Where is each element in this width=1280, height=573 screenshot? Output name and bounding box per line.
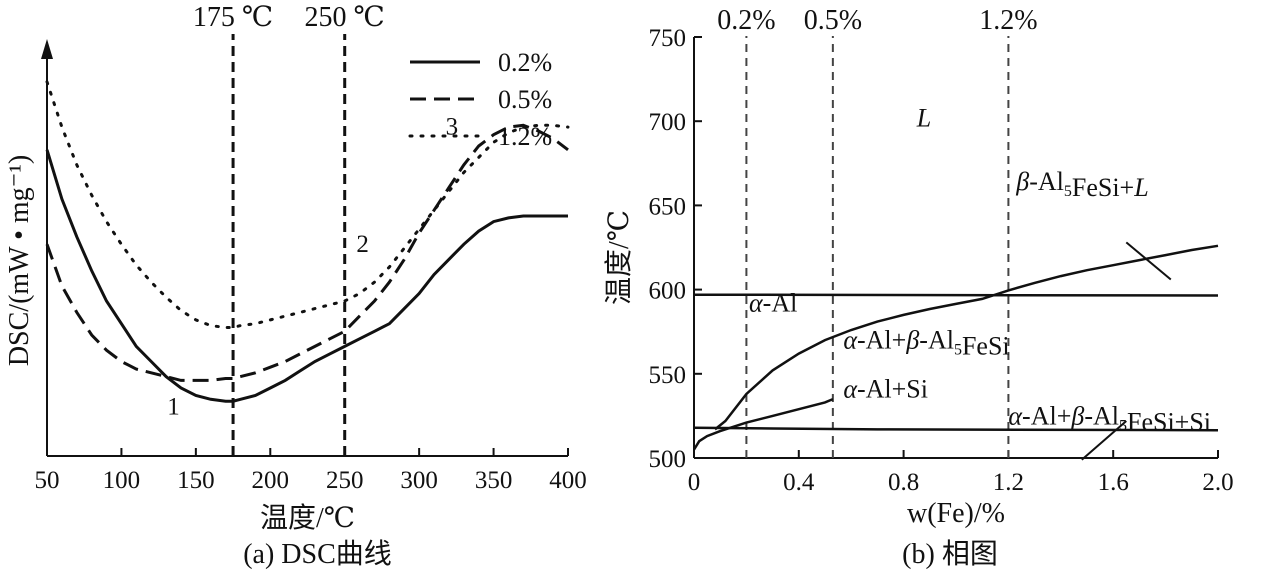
x-tick-label: 0 [688, 469, 701, 496]
x-axis-label: w(Fe)/% [907, 498, 1005, 529]
label-part: Al [1093, 401, 1119, 430]
x-tick-label: 150 [177, 467, 215, 494]
x-tick-label: 0.8 [888, 469, 919, 496]
dsc-chart: 50 100 150 200 250 300 350 400 温度/℃ DSC/(mW • mg⁻… [4, 2, 587, 570]
x-tick-label: 400 [549, 467, 587, 494]
phase-boundary [714, 244, 1219, 431]
y-tick-label: 750 [649, 25, 687, 52]
y-axis-arrow [41, 39, 53, 59]
x-tick-label: 250 [326, 467, 364, 494]
phase-label: β-Al5FeSi+L [1015, 167, 1148, 202]
series-line-dotted [45, 80, 570, 329]
x-tick-label: 200 [252, 467, 290, 494]
x-tick-label: 100 [103, 467, 141, 494]
x-tick-label: 300 [400, 467, 438, 494]
x-tick-label: 0.4 [783, 469, 815, 496]
x-tick-label: 350 [475, 467, 513, 494]
y-tick-label: 650 [649, 193, 687, 220]
x-axis-label: 温度/℃ [260, 502, 355, 534]
label-italic: L [1133, 173, 1148, 202]
label-part: - [919, 326, 928, 355]
label-italic: β [905, 326, 919, 355]
leader-line [1125, 241, 1172, 281]
label-part: -Al+ [857, 326, 906, 355]
point-annotation: 1 [167, 393, 180, 420]
chart-caption: (b) 相图 [902, 538, 998, 570]
label-part: FeSi+ [1072, 173, 1134, 202]
x-tick-label: 1.6 [1098, 469, 1129, 496]
label-italic: β [1070, 401, 1084, 430]
series-line-dashed [45, 123, 569, 382]
phase-boundary [693, 293, 1219, 297]
chart-caption: (a) DSC曲线 [243, 538, 392, 570]
label-part: - [1084, 401, 1093, 430]
y-tick-label: 500 [649, 446, 687, 473]
phase-label: α-Al+β-Al5FeSi+Si [1008, 401, 1211, 436]
x-tick-label: 50 [35, 467, 60, 494]
label-italic: α [1008, 401, 1023, 430]
vline-label: 0.5% [804, 5, 862, 36]
vline-label: 1.2% [979, 5, 1037, 36]
vline-label: 175 ℃ [193, 2, 273, 33]
label-part: - [1029, 167, 1038, 196]
label-part: -Al+Si [857, 374, 928, 403]
label-italic: α [843, 326, 858, 355]
legend-label: 0.2% [498, 48, 552, 77]
label-subscript: 5 [1064, 183, 1072, 200]
label-part: Al [928, 326, 954, 355]
series-line-solid [45, 149, 568, 403]
label-part: -Al+ [1022, 401, 1071, 430]
phase-boundary [692, 397, 834, 451]
phase-label: α-Al+β-Al5FeSi [843, 326, 1009, 361]
point-annotation: 2 [356, 231, 369, 258]
point-annotation: 3 [446, 114, 459, 141]
label-part: -Al [763, 288, 798, 317]
x-tick-label: 1.2 [993, 469, 1024, 496]
label-part: FeSi [962, 332, 1010, 361]
label-italic: L [916, 103, 931, 132]
y-axis-label: 温度/℃ [603, 210, 635, 305]
phase-label: L [916, 103, 931, 132]
label-italic: α [749, 288, 764, 317]
label-italic: α [843, 374, 858, 403]
label-subscript: 5 [1119, 417, 1127, 434]
legend-label: 1.2% [498, 122, 552, 151]
label-italic: β [1015, 167, 1029, 196]
phase-label: α-Al+Si [843, 374, 928, 403]
x-tick-label: 2.0 [1202, 469, 1233, 496]
leader-line [1081, 420, 1127, 461]
phase-label: α-Al [749, 288, 797, 317]
y-tick-label: 600 [649, 278, 687, 305]
legend-label: 0.5% [498, 85, 552, 114]
label-part: FeSi+Si [1127, 407, 1211, 436]
vline-label: 250 ℃ [305, 2, 385, 33]
y-tick-label: 700 [649, 109, 687, 136]
phase-diagram: 0 0.4 0.8 1.2 1.6 2.0 500 550 600 650 700 750 w(Fe)/… [603, 5, 1234, 570]
label-part: Al [1038, 167, 1064, 196]
y-tick-label: 550 [649, 362, 687, 389]
vline-label: 0.2% [717, 5, 775, 36]
y-axis-label: DSC/(mW • mg⁻¹) [4, 155, 35, 366]
label-subscript: 5 [954, 342, 962, 359]
